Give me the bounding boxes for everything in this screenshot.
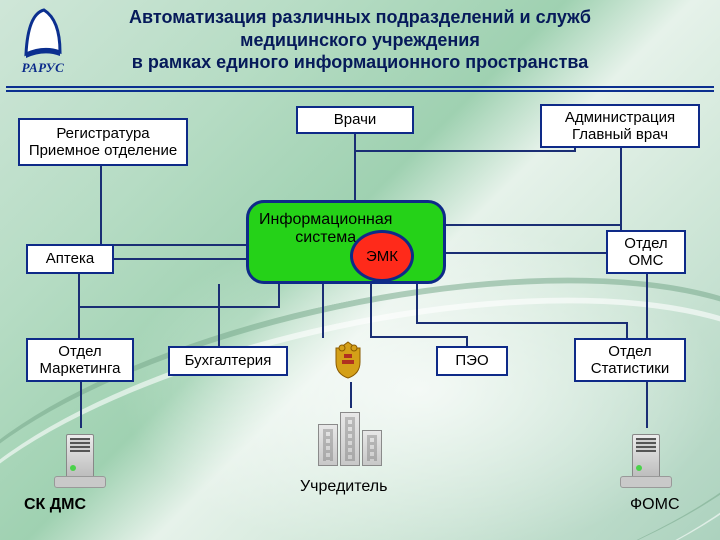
- server-icon: [50, 428, 110, 488]
- title-line-3: в рамках единого информационного простра…: [80, 51, 640, 74]
- edge: [354, 150, 574, 152]
- server-icon: [616, 428, 676, 488]
- node-text: Аптека: [46, 250, 94, 267]
- node-text: Врачи: [334, 111, 377, 128]
- edge: [100, 244, 246, 246]
- node-accounting: Бухгалтерия: [168, 346, 288, 376]
- edge: [416, 284, 418, 324]
- node-text: Отдел: [40, 343, 121, 360]
- node-stats: Отдел Статистики: [574, 338, 686, 382]
- edge: [370, 336, 466, 338]
- node-marketing: Отдел Маркетинга: [26, 338, 134, 382]
- edge: [370, 284, 372, 338]
- node-pharmacy: Аптека: [26, 244, 114, 274]
- node-text: Отдел: [624, 235, 667, 252]
- node-doctors: Врачи: [296, 106, 414, 134]
- edge: [114, 258, 246, 260]
- header-divider: [6, 86, 714, 92]
- edge: [350, 382, 352, 408]
- edge: [446, 224, 620, 226]
- label-foms: ФОМС: [630, 496, 680, 514]
- edge: [80, 382, 82, 428]
- node-text: ЭМК: [366, 248, 398, 265]
- node-text: ОМС: [624, 252, 667, 269]
- edge: [78, 306, 278, 308]
- node-peo: ПЭО: [436, 346, 508, 376]
- edge: [322, 284, 324, 338]
- node-oms: Отдел ОМС: [606, 230, 686, 274]
- page-title: Автоматизация различных подразделений и …: [0, 6, 720, 74]
- node-registry: Регистратура Приемное отделение: [18, 118, 188, 166]
- edge: [620, 148, 622, 230]
- node-center: Информационная система: [246, 200, 446, 284]
- node-text: ПЭО: [455, 352, 488, 369]
- node-admin: Администрация Главный врач: [540, 104, 700, 148]
- edge: [574, 148, 576, 152]
- node-text: Маркетинга: [40, 360, 121, 377]
- node-text: Администрация: [565, 109, 675, 126]
- node-text: Статистики: [591, 360, 670, 377]
- stage: РАРУС Автоматизация различных подразделе…: [0, 0, 720, 540]
- node-text: Бухгалтерия: [185, 352, 272, 369]
- node-text: Информационная: [259, 211, 392, 229]
- title-line-1: Автоматизация различных подразделений и …: [80, 6, 640, 29]
- node-text: Отдел: [591, 343, 670, 360]
- edge: [354, 134, 356, 200]
- edge: [100, 166, 102, 244]
- edge: [466, 336, 468, 346]
- edge: [416, 322, 626, 324]
- node-text: Регистратура: [29, 125, 177, 142]
- node-emr: ЭМК: [350, 230, 414, 282]
- edge: [626, 322, 628, 338]
- title-line-2: медицинского учреждения: [80, 29, 640, 52]
- edge: [218, 284, 220, 346]
- label-founder: Учредитель: [300, 478, 387, 496]
- edge: [278, 284, 280, 308]
- building-icon: [316, 408, 386, 466]
- coat-of-arms-icon: [326, 338, 370, 382]
- node-text: Главный врач: [565, 126, 675, 143]
- edge: [446, 252, 606, 254]
- label-skdms: СК ДМС: [24, 496, 86, 514]
- node-text: Приемное отделение: [29, 142, 177, 159]
